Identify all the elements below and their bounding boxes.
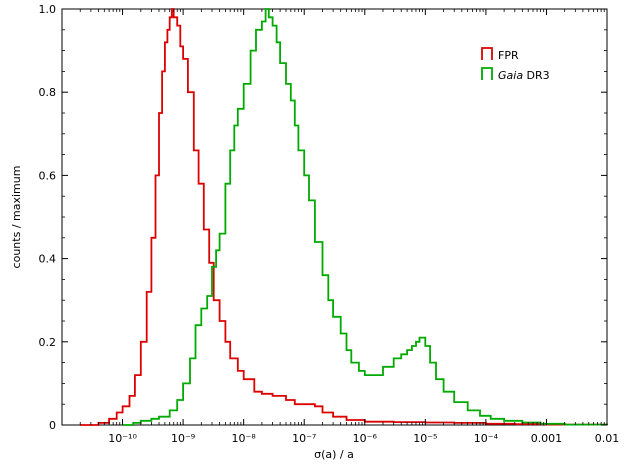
series-layer xyxy=(80,8,608,426)
x-axis-ticks: 10⁻¹⁰ 10⁻⁹ 10⁻⁸ 10⁻⁷ 10⁻⁶ 10⁻⁵ 10⁻⁴ 0.001 0.01 xyxy=(79,9,620,445)
x-tick-label: 10⁻⁵ xyxy=(413,432,437,445)
x-tick-label: 10⁻⁹ xyxy=(171,432,195,445)
x-axis-label: σ(a) / a xyxy=(314,448,354,461)
legend-label-gaia-italic: Gaia xyxy=(498,69,523,82)
series-line-1 xyxy=(122,8,608,426)
legend-label-gaia: Gaia DR3 xyxy=(498,69,550,82)
y-tick-label: 0.2 xyxy=(39,336,57,349)
y-tick-label: 0 xyxy=(49,419,56,432)
legend-swatch-fpr xyxy=(481,47,493,60)
y-axis-label: counts / maximum xyxy=(10,166,23,269)
y-tick-label: 1.0 xyxy=(39,3,57,16)
x-tick-label: 10⁻⁸ xyxy=(232,432,257,445)
y-tick-label: 0.6 xyxy=(39,169,57,182)
legend-swatch-gaia xyxy=(481,67,493,80)
x-tick-label: 10⁻¹⁰ xyxy=(108,432,137,445)
x-tick-label: 10⁻⁶ xyxy=(353,432,378,445)
x-tick-label: 0.001 xyxy=(531,432,563,445)
legend-label-fpr: FPR xyxy=(498,49,519,62)
series-line-0 xyxy=(80,8,608,426)
y-axis-ticks: 0 0.2 0.4 0.6 0.8 1.0 xyxy=(39,3,607,432)
x-tick-label: 10⁻⁷ xyxy=(292,432,316,445)
legend: FPR Gaia DR3 xyxy=(481,47,550,82)
y-tick-label: 0.8 xyxy=(39,86,57,99)
legend-label-gaia-rest: DR3 xyxy=(523,69,550,82)
x-tick-label: 10⁻⁴ xyxy=(474,432,499,445)
plot-frame xyxy=(61,8,608,426)
y-tick-label: 0.4 xyxy=(39,253,57,266)
x-tick-label: 0.01 xyxy=(595,432,620,445)
